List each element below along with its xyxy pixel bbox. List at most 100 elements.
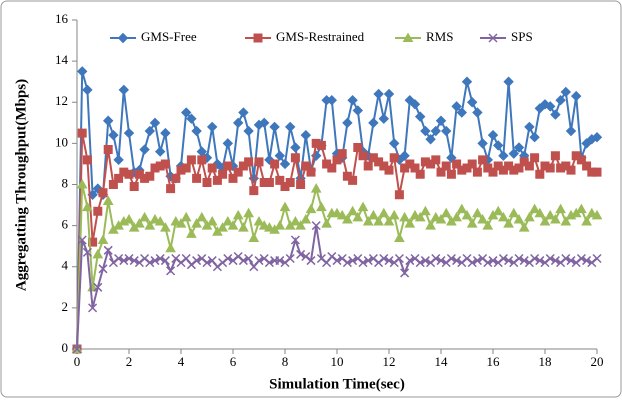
y-tick-label: 6 bbox=[62, 217, 69, 232]
marker bbox=[498, 211, 509, 222]
marker bbox=[238, 256, 248, 266]
marker bbox=[145, 171, 155, 181]
marker bbox=[206, 215, 218, 226]
x-tick-label: 18 bbox=[539, 354, 552, 369]
marker bbox=[462, 253, 472, 264]
marker bbox=[492, 140, 504, 151]
marker bbox=[487, 129, 499, 141]
marker bbox=[331, 207, 343, 218]
marker bbox=[114, 253, 124, 264]
marker bbox=[415, 258, 425, 268]
marker bbox=[118, 84, 130, 96]
marker bbox=[472, 167, 482, 177]
marker bbox=[420, 256, 430, 266]
marker bbox=[566, 256, 576, 266]
marker bbox=[503, 76, 514, 87]
marker bbox=[103, 145, 113, 155]
marker bbox=[244, 253, 254, 264]
marker bbox=[508, 148, 520, 159]
marker bbox=[254, 256, 264, 266]
marker bbox=[394, 232, 405, 242]
marker bbox=[561, 253, 571, 264]
marker bbox=[296, 180, 306, 189]
marker bbox=[436, 256, 446, 266]
marker bbox=[399, 150, 410, 161]
marker bbox=[571, 258, 581, 268]
marker bbox=[514, 253, 524, 264]
marker bbox=[186, 113, 197, 124]
marker bbox=[467, 258, 477, 268]
marker bbox=[555, 203, 566, 214]
marker bbox=[285, 253, 295, 264]
marker bbox=[524, 121, 535, 133]
marker bbox=[149, 213, 161, 224]
marker bbox=[227, 220, 239, 230]
marker bbox=[93, 282, 103, 292]
marker bbox=[139, 144, 150, 155]
marker bbox=[384, 165, 394, 175]
y-tick-label: 4 bbox=[62, 258, 69, 273]
marker bbox=[389, 258, 399, 268]
marker bbox=[149, 117, 161, 129]
marker bbox=[456, 107, 468, 118]
marker bbox=[498, 150, 509, 161]
marker bbox=[140, 253, 150, 264]
marker bbox=[482, 220, 494, 230]
marker bbox=[347, 205, 358, 216]
marker bbox=[144, 125, 156, 137]
marker bbox=[352, 105, 364, 116]
marker bbox=[108, 258, 118, 268]
marker bbox=[409, 209, 421, 220]
marker bbox=[472, 256, 482, 266]
marker bbox=[316, 140, 326, 150]
marker bbox=[134, 218, 145, 228]
marker bbox=[123, 127, 135, 139]
marker bbox=[545, 163, 555, 173]
marker bbox=[498, 253, 508, 264]
marker bbox=[388, 209, 400, 220]
marker bbox=[196, 211, 208, 222]
legend-marker bbox=[117, 32, 129, 44]
marker bbox=[414, 111, 426, 122]
marker bbox=[426, 258, 436, 268]
marker bbox=[150, 256, 160, 266]
marker bbox=[513, 213, 525, 224]
marker bbox=[508, 207, 520, 218]
marker bbox=[410, 253, 420, 264]
marker bbox=[492, 205, 504, 216]
marker bbox=[206, 121, 218, 133]
marker bbox=[488, 256, 498, 266]
marker bbox=[222, 215, 234, 226]
marker bbox=[467, 159, 477, 169]
marker bbox=[97, 234, 109, 245]
legend-marker bbox=[402, 32, 414, 42]
marker bbox=[279, 201, 291, 212]
marker bbox=[243, 207, 254, 218]
marker bbox=[342, 258, 352, 268]
marker bbox=[311, 221, 321, 231]
legend-label: SPS bbox=[511, 29, 533, 44]
marker bbox=[582, 256, 592, 266]
marker bbox=[435, 115, 447, 126]
y-tick-label: 16 bbox=[55, 11, 69, 26]
marker bbox=[587, 258, 597, 268]
x-tick-label: 12 bbox=[383, 354, 396, 369]
marker bbox=[270, 159, 280, 169]
legend-marker bbox=[488, 33, 498, 43]
marker bbox=[357, 201, 369, 212]
marker bbox=[232, 209, 244, 220]
marker bbox=[420, 125, 431, 137]
marker bbox=[119, 256, 129, 266]
marker bbox=[414, 211, 426, 222]
marker bbox=[550, 213, 561, 224]
marker bbox=[353, 253, 363, 264]
marker bbox=[102, 195, 114, 205]
marker bbox=[565, 125, 577, 137]
marker bbox=[238, 107, 249, 118]
marker bbox=[290, 215, 301, 226]
marker bbox=[197, 253, 207, 264]
marker bbox=[160, 159, 170, 169]
y-tick-label: 8 bbox=[62, 175, 69, 190]
marker bbox=[451, 211, 462, 222]
